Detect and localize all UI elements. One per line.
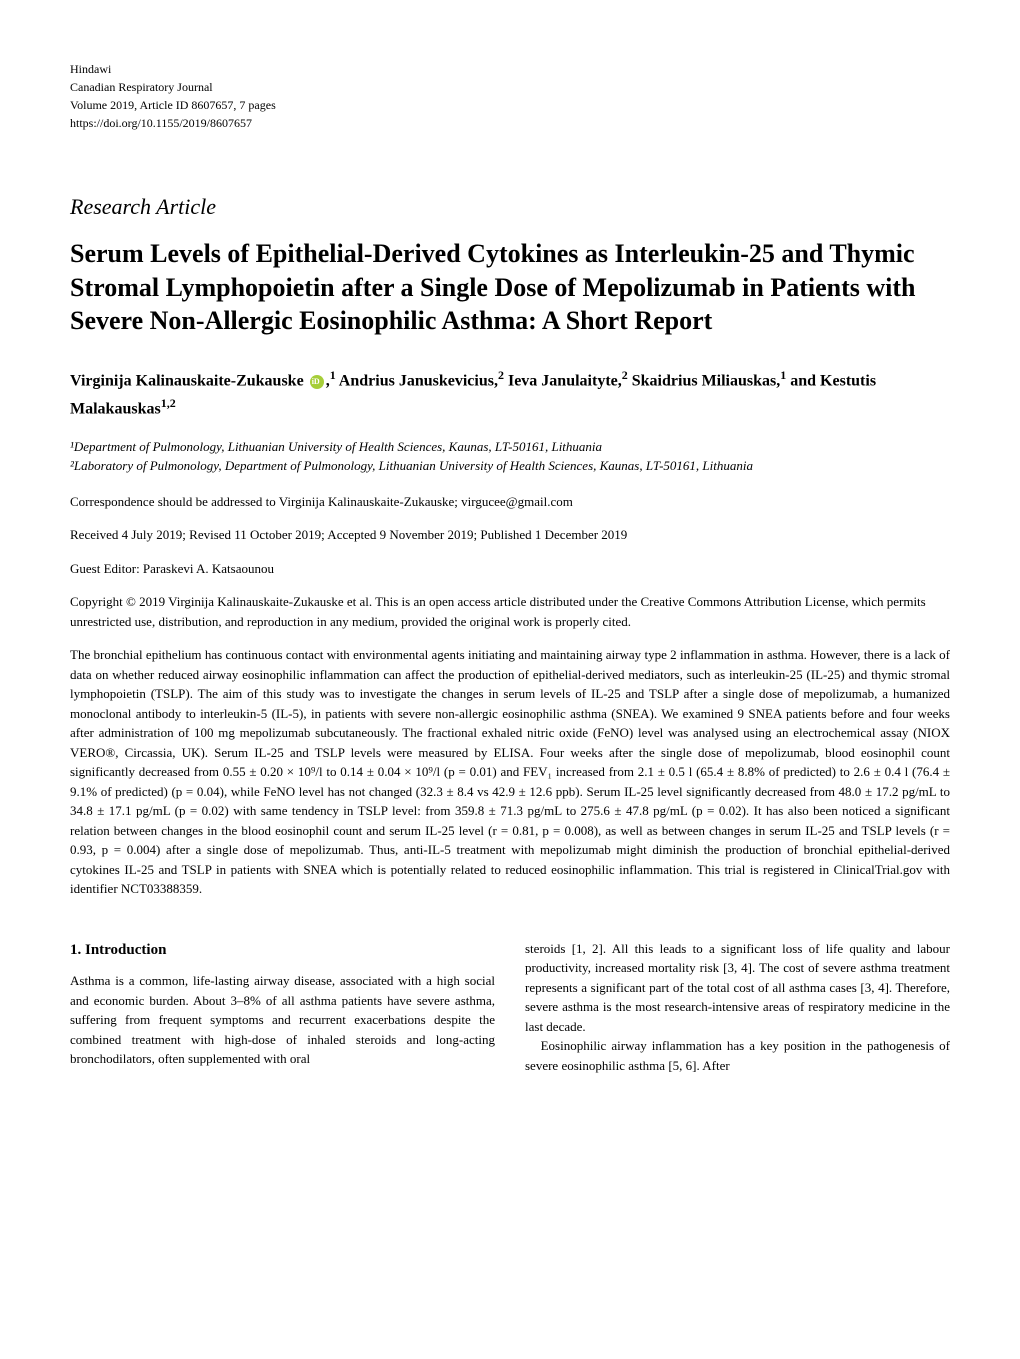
affiliation-2: ²Laboratory of Pulmonology, Department o… — [70, 456, 950, 476]
article-type: Research Article — [70, 192, 950, 223]
orcid-icon — [310, 375, 324, 389]
article-title: Serum Levels of Epithelial-Derived Cytok… — [70, 237, 950, 338]
column-right: steroids [1, 2]. All this leads to a sig… — [525, 939, 950, 1076]
correspondence: Correspondence should be addressed to Vi… — [70, 492, 950, 512]
intro-paragraph-2: steroids [1, 2]. All this leads to a sig… — [525, 939, 950, 1037]
body-columns: 1. Introduction Asthma is a common, life… — [70, 939, 950, 1076]
abstract: The bronchial epithelium has continuous … — [70, 645, 950, 899]
affiliation-1: ¹Department of Pulmonology, Lithuanian U… — [70, 437, 950, 457]
journal-name: Canadian Respiratory Journal — [70, 78, 950, 96]
authors: Virginija Kalinauskaite-Zukauske ,1 Andr… — [70, 366, 950, 421]
affiliations: ¹Department of Pulmonology, Lithuanian U… — [70, 437, 950, 476]
volume-line: Volume 2019, Article ID 8607657, 7 pages — [70, 96, 950, 114]
doi-link[interactable]: https://doi.org/10.1155/2019/8607657 — [70, 114, 950, 132]
copyright-notice: Copyright © 2019 Virginija Kalinauskaite… — [70, 592, 950, 631]
guest-editor: Guest Editor: Paraskevi A. Katsaounou — [70, 559, 950, 579]
journal-info: Hindawi Canadian Respiratory Journal Vol… — [70, 60, 950, 132]
intro-paragraph-3: Eosinophilic airway inflammation has a k… — [525, 1036, 950, 1075]
publication-dates: Received 4 July 2019; Revised 11 October… — [70, 525, 950, 545]
intro-paragraph-1: Asthma is a common, life-lasting airway … — [70, 971, 495, 1069]
publisher: Hindawi — [70, 60, 950, 78]
section-heading-introduction: 1. Introduction — [70, 939, 495, 962]
column-left: 1. Introduction Asthma is a common, life… — [70, 939, 495, 1076]
